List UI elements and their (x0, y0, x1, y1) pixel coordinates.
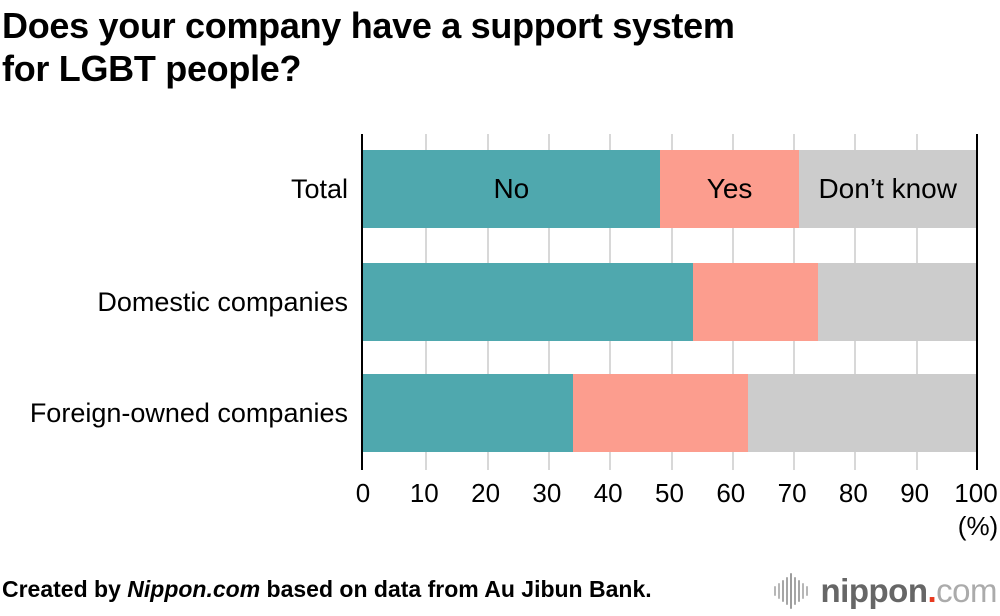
credit-line: Created by Nippon.com based on data from… (2, 576, 652, 603)
credit-prefix: Created by (2, 576, 128, 602)
x-tick-label-50: 50 (655, 478, 684, 508)
bar-segment-don-t-know: Don’t know (799, 150, 976, 228)
category-label-domestic-companies: Domestic companies (97, 287, 348, 317)
x-tick-label-10: 10 (409, 478, 439, 508)
bar-segment-yes (693, 263, 819, 341)
x-tick-label-40: 40 (593, 478, 623, 508)
logo-dot: . (927, 572, 937, 609)
x-tick-label-0: 0 (355, 478, 371, 508)
category-label-total: Total (290, 174, 348, 204)
x-tick-label-30: 30 (532, 478, 562, 508)
category-label-foreign-owned-companies: Foreign-owned companies (29, 398, 348, 428)
bar-segment-no (363, 263, 694, 341)
plot-area: No Yes Don’t know (361, 134, 978, 470)
category-axis: Total Domestic companies Foreign-owned com… (0, 134, 348, 470)
logo-word-light: com (936, 572, 997, 609)
bar-segment-yes (572, 374, 748, 452)
x-tick-label-70: 70 (777, 478, 807, 508)
bar-row-total: No Yes Don’t know (363, 150, 976, 228)
bar-segment-no (363, 374, 573, 452)
x-axis-unit-label: (%) (957, 511, 999, 541)
credit-source: Nippon.com (127, 576, 261, 602)
bar-row-foreign-owned-companies (363, 374, 976, 452)
credit-suffix: based on data from Au Jibun Bank. (260, 576, 652, 602)
bar-segment-yes: Yes (659, 150, 800, 228)
bar-segment-no: No (363, 150, 660, 228)
x-tick-label-60: 60 (716, 478, 746, 508)
x-tick-label-100: 100 (954, 478, 998, 508)
bar-row-domestic-companies (363, 263, 976, 341)
x-tick-label-20: 20 (471, 478, 501, 508)
x-tick-label-90: 90 (900, 478, 930, 508)
nippon-logo: nippon. com (773, 568, 998, 614)
soundwave-icon (773, 573, 810, 609)
logo-word-bold: nippon (820, 572, 928, 609)
logo-wordmark: nippon. com (820, 572, 998, 610)
bar-segment-don-t-know (747, 374, 976, 452)
chart-title: Does your company have a support system … (2, 5, 735, 89)
bar-segment-don-t-know (818, 263, 976, 341)
x-tick-label-80: 80 (838, 478, 868, 508)
x-axis-ticks: 0 10 20 30 40 50 60 70 80 90 100 (0, 478, 1000, 508)
